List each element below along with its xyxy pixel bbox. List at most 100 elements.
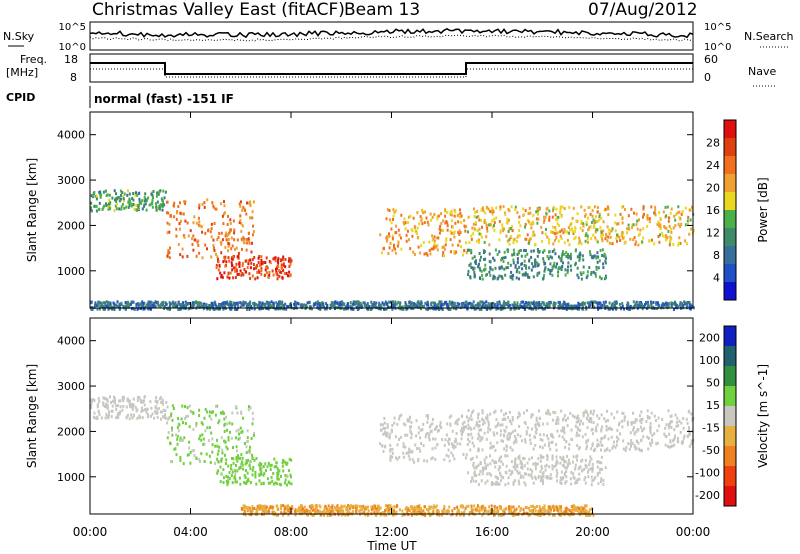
echo-cell (330, 513, 333, 517)
echo-cell (253, 256, 256, 259)
echo-cell (243, 481, 246, 485)
echo-cell (218, 307, 221, 311)
echo-cell (130, 300, 133, 304)
echo-cell (210, 227, 213, 231)
echo-cell (596, 240, 599, 244)
echo-cell (179, 253, 182, 257)
echo-cell (212, 302, 215, 305)
echo-cell (130, 403, 133, 407)
echo-cell (525, 472, 528, 476)
echo-cell (185, 415, 187, 419)
echo-cell (246, 480, 248, 484)
echo-cell (524, 271, 527, 275)
echo-cell (551, 467, 554, 471)
echo-cell (631, 442, 634, 445)
echo-cell (443, 458, 446, 462)
echo-cell (579, 251, 582, 255)
echo-cell (511, 274, 514, 278)
echo-cell (525, 237, 528, 241)
echo-cell (607, 427, 610, 431)
echo-cell (260, 255, 263, 259)
echo-cell (685, 302, 688, 306)
echo-cell (90, 301, 93, 305)
echo-cell (385, 434, 388, 438)
echo-cell (423, 252, 426, 256)
echo-cell (603, 252, 606, 256)
echo-cell (341, 505, 344, 509)
echo-cell (303, 303, 306, 307)
echo-cell (244, 301, 247, 305)
echo-cell (545, 212, 548, 216)
echo-cell (258, 305, 261, 309)
echo-cell (534, 423, 537, 427)
echo-cell (591, 432, 594, 436)
echo-cell (275, 301, 278, 305)
echo-cell (242, 300, 245, 304)
echo-cell (646, 217, 649, 221)
echo-cell (562, 511, 564, 515)
echo-cell (240, 507, 243, 510)
echo-cell (454, 445, 457, 449)
echo-cell (129, 200, 132, 204)
echo-cell (510, 470, 513, 474)
echo-cell (362, 301, 365, 305)
echo-cell (599, 467, 602, 471)
echo-cell (555, 508, 558, 512)
echo-cell (162, 200, 164, 204)
echo-cell (393, 243, 395, 247)
echo-cell (444, 208, 447, 212)
echo-cell (565, 307, 568, 311)
echo-cell (462, 428, 465, 432)
echo-cell (108, 410, 110, 414)
echo-cell (449, 229, 452, 233)
echo-cell (490, 473, 493, 477)
echo-cell (586, 444, 588, 448)
echo-cell (225, 474, 228, 478)
echo-cell (386, 208, 389, 212)
echo-cell (281, 276, 284, 280)
echo-cell (289, 303, 292, 307)
echo-cell (594, 219, 597, 223)
echo-cell (204, 231, 207, 235)
echo-cell (605, 234, 608, 238)
echo-cell (495, 511, 498, 515)
echo-cell (569, 228, 572, 232)
colorbar-tick-label: 28 (706, 137, 720, 150)
echo-cell (565, 251, 568, 255)
echo-cell (270, 300, 273, 304)
echo-cell (443, 247, 446, 251)
echo-cell (398, 417, 401, 421)
echo-cell (640, 418, 643, 422)
echo-cell (614, 229, 617, 233)
echo-cell (613, 303, 616, 307)
echo-cell (688, 232, 691, 236)
echo-cell (454, 210, 457, 214)
echo-cell (384, 426, 387, 430)
echo-cell (556, 216, 559, 220)
echo-cell (504, 273, 507, 277)
echo-cell (628, 227, 631, 231)
echo-cell (212, 238, 215, 242)
echo-cell (541, 438, 544, 442)
echo-cell (480, 428, 482, 432)
echo-cell (560, 237, 563, 241)
echo-cell (280, 263, 283, 267)
echo-cell (493, 509, 496, 513)
echo-cell (382, 432, 385, 436)
echo-cell (406, 433, 409, 437)
echo-cell (225, 238, 228, 242)
echo-cell (340, 303, 343, 307)
echo-cell (540, 507, 542, 511)
echo-cell (198, 220, 201, 224)
echo-cell (500, 455, 503, 459)
echo-cell (171, 426, 173, 430)
echo-cell (169, 441, 172, 445)
echo-region (240, 504, 595, 517)
echo-cell (596, 414, 599, 418)
echo-cell (627, 214, 630, 218)
echo-cell (212, 410, 214, 414)
echo-cell (627, 223, 630, 227)
echo-cell (191, 303, 194, 307)
echo-cell (676, 416, 679, 420)
echo-cell (96, 302, 99, 306)
